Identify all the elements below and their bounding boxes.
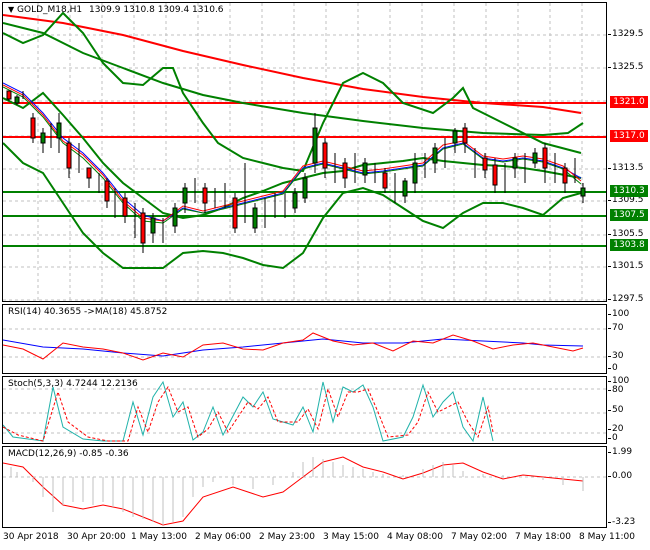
symbol-label: GOLD_M18,H1	[17, 5, 83, 15]
tick-label: 0	[608, 363, 618, 373]
tick-label: 1305.5	[608, 229, 644, 239]
time-axis: 30 Apr 2018 30 Apr 20:00 1 May 13:00 2 M…	[0, 528, 650, 550]
time-tick: 4 May 08:00	[387, 532, 443, 542]
time-tick: 30 Apr 20:00	[67, 532, 126, 542]
tick-label: 0.00	[607, 471, 633, 481]
tick-label: 1.99	[607, 447, 633, 457]
time-tick: 1 May 13:00	[131, 532, 187, 542]
macd-panel[interactable]: MACD(12,26,9) -0.85 -0.36	[2, 446, 607, 528]
time-tick: 30 Apr 2018	[3, 532, 59, 542]
tick-label: 100	[607, 376, 630, 386]
symbol-header: ▼ GOLD_M18,H1 1309.9 1310.8 1309.4 1310.…	[8, 5, 224, 15]
tick-label: 80	[607, 385, 624, 395]
rsi-axis: 100 70 30 0	[607, 304, 650, 374]
macd-label: MACD(12,26,9) -0.85 -0.36	[8, 449, 129, 459]
tick-label: 50	[607, 405, 624, 415]
tick-label: 30	[607, 351, 624, 361]
stoch-svg	[3, 380, 606, 443]
stoch-axis: 100 80 50 20 0	[607, 376, 650, 444]
level-tag-1303: 1303.8	[610, 239, 648, 251]
tick-label: 70	[607, 323, 624, 333]
level-tag-1307: 1307.5	[610, 209, 648, 221]
price-panel[interactable]: ▼ GOLD_M18,H1 1309.9 1310.8 1309.4 1310.…	[2, 2, 607, 302]
ohlc-values: 1309.9 1310.8 1309.4 1310.6	[88, 5, 224, 15]
price-chart-svg	[3, 3, 606, 301]
tick-label: 1297.5	[608, 294, 644, 304]
tick-label: 20	[607, 424, 624, 434]
tick-label: 1329.5	[608, 29, 644, 39]
level-tag-1310: 1310.3	[610, 185, 648, 197]
macd-svg	[3, 456, 606, 526]
rsi-svg	[3, 328, 606, 361]
time-tick: 2 May 06:00	[195, 532, 251, 542]
tick-label: 1301.5	[608, 261, 644, 271]
tick-label: -3.23	[607, 517, 636, 527]
stoch-label: Stoch(5,3,3) 4.7244 12.2136	[8, 379, 138, 389]
time-tick: 8 May 11:00	[579, 532, 635, 542]
dropdown-triangle-icon[interactable]: ▼	[8, 5, 15, 14]
macd-axis: 1.99 0.00 -3.23	[607, 446, 650, 528]
level-tag-1317: 1317.0	[610, 130, 648, 142]
price-axis: 1329.5 1325.5 1313.5 1309.5 1305.5 1301.…	[608, 2, 650, 304]
tick-label: 0	[608, 433, 618, 443]
time-tick: 7 May 18:00	[515, 532, 571, 542]
rsi-label: RSI(14) 40.3655 ->MA(18) 45.8752	[8, 307, 168, 317]
stochastic-panel[interactable]: Stoch(5,3,3) 4.7244 12.2136	[2, 376, 607, 444]
rsi-panel[interactable]: RSI(14) 40.3655 ->MA(18) 45.8752	[2, 304, 607, 374]
tick-label: 1325.5	[608, 62, 644, 72]
time-tick: 7 May 02:00	[451, 532, 507, 542]
level-tag-1321: 1321.0	[610, 96, 648, 108]
tick-label: 1309.5	[608, 195, 644, 205]
time-tick: 3 May 15:00	[323, 532, 379, 542]
tick-label: 1313.5	[608, 163, 644, 173]
time-tick: 2 May 23:00	[259, 532, 315, 542]
tick-label: 100	[607, 309, 630, 319]
